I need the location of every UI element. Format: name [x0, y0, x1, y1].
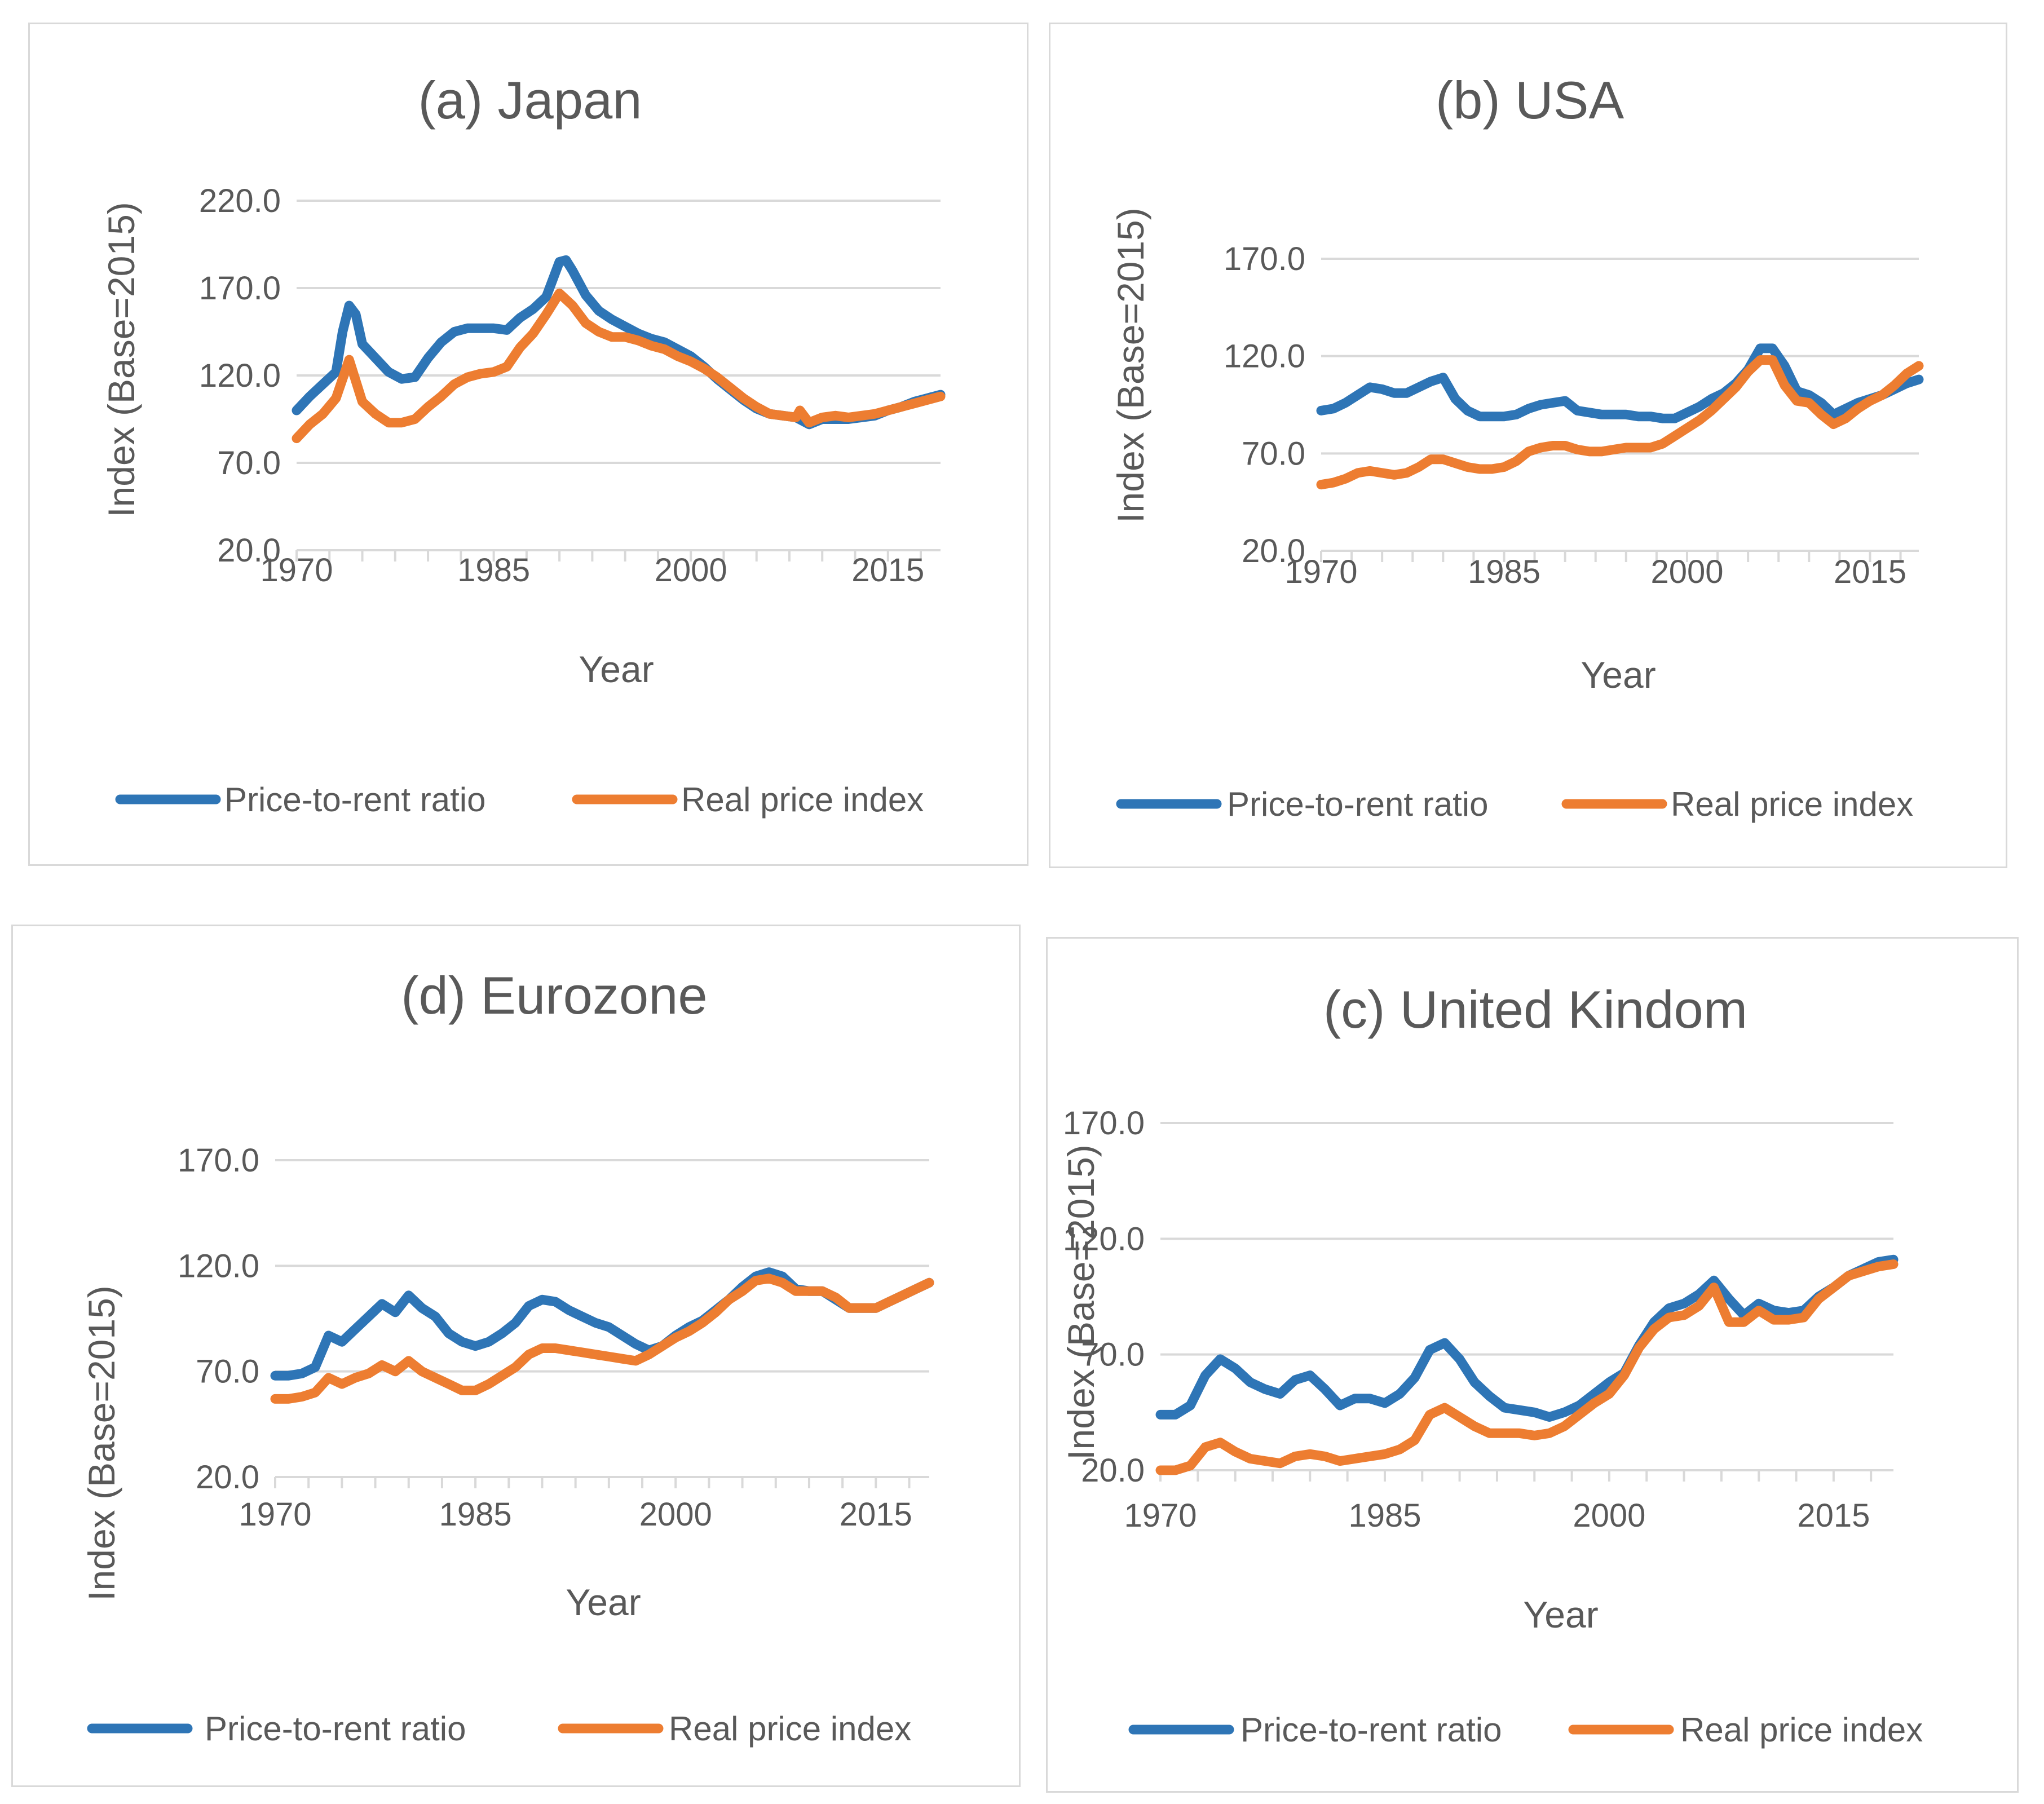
y-tick-label: 220.0 [199, 183, 281, 219]
x-tick-label: 1985 [457, 552, 530, 589]
x-tick-label: 2000 [1650, 554, 1723, 590]
y-tick-label: 170.0 [178, 1142, 259, 1179]
x-axis-label: Year [1523, 1594, 1598, 1635]
legend-label-real-price-index: Real price index [669, 1710, 911, 1748]
legend-label-real-price-index: Real price index [1671, 785, 1913, 823]
chart-panel-eurozone: (d) Eurozone 170.0 120.0 70.0 20.0 1970 1985 2… [11, 925, 1021, 1787]
series-line-price-to-rent-ratio [292, 255, 946, 430]
y-tick-label: 170.0 [1224, 241, 1305, 277]
y-tick-label: 70.0 [1242, 435, 1305, 472]
y-axis-label: Index (Base=2015) [1060, 1144, 1102, 1460]
legend-label-price-to-rent-ratio: Price-to-rent ratio [1240, 1711, 1502, 1749]
y-tick-label: 70.0 [217, 445, 281, 481]
x-axis-label: Year [1581, 654, 1655, 696]
chart-panel-japan: (a) Japan 220.0 170.0 120.0 70.0 20.0 1970 198… [28, 23, 1028, 866]
x-tick-label: 2000 [1573, 1497, 1645, 1534]
series-line-real-price-index [270, 1274, 934, 1404]
x-tick-label: 1970 [260, 552, 333, 589]
chart-panel-uk: (c) United Kindom 170.0 120.0 70.0 20.0 1970… [1046, 937, 2019, 1793]
chart-panel-usa: (b) USA 170.0 120.0 70.0 20.0 1970 1985 2000 20… [1049, 23, 2007, 868]
y-tick-label: 120.0 [178, 1248, 259, 1284]
x-tick-label: 2015 [1797, 1497, 1870, 1534]
x-tick-label: 2015 [1834, 554, 1906, 590]
legend-label-real-price-index: Real price index [1680, 1711, 1923, 1749]
chart-title: (d) Eurozone [401, 966, 707, 1025]
legend-label-price-to-rent-ratio: Price-to-rent ratio [205, 1710, 466, 1748]
series-line-price-to-rent-ratio [1155, 1254, 1899, 1422]
y-tick-label: 120.0 [1224, 338, 1305, 375]
y-tick-label: 170.0 [1063, 1105, 1145, 1142]
y-tick-label: 20.0 [196, 1459, 259, 1496]
x-tick-label: 1970 [239, 1496, 311, 1533]
legend-label-real-price-index: Real price index [681, 781, 924, 819]
series-line-real-price-index [1155, 1259, 1899, 1475]
y-tick-label: 120.0 [1063, 1221, 1145, 1257]
x-tick-label: 2000 [639, 1496, 712, 1533]
y-tick-label: 20.0 [1242, 533, 1305, 569]
legend-label-price-to-rent-ratio: Price-to-rent ratio [1227, 785, 1488, 823]
x-axis-label: Year [566, 1581, 641, 1623]
y-axis-label: Index (Base=2015) [100, 202, 142, 518]
chart-title: (a) Japan [418, 70, 642, 130]
chart-title: (b) USA [1436, 70, 1624, 130]
x-tick-label: 2015 [840, 1496, 912, 1533]
chart-united-kingdom: (c) United Kindom 170.0 120.0 70.0 20.0 1970… [1060, 980, 1923, 1749]
y-tick-label: 70.0 [1081, 1337, 1145, 1373]
x-tick-label: 1985 [1468, 554, 1540, 590]
y-tick-label: 170.0 [199, 270, 281, 307]
x-axis-label: Year [579, 648, 654, 690]
series-line-real-price-index [292, 288, 946, 444]
y-tick-label: 70.0 [196, 1354, 259, 1390]
series-line-real-price-index [1316, 355, 1924, 490]
legend-label-price-to-rent-ratio: Price-to-rent ratio [224, 781, 485, 819]
series-line-price-to-rent-ratio [1316, 343, 1924, 423]
y-tick-label: 20.0 [1081, 1452, 1145, 1489]
y-axis-label: Index (Base=2015) [1110, 207, 1151, 523]
x-tick-label: 1985 [1348, 1497, 1421, 1534]
x-tick-label: 1985 [439, 1496, 512, 1533]
y-tick-label: 20.0 [217, 532, 281, 569]
chart-title: (c) United Kindom [1323, 980, 1747, 1039]
x-tick-label: 2015 [851, 552, 924, 589]
x-tick-label: 1970 [1124, 1497, 1197, 1534]
x-tick-label: 2000 [655, 552, 727, 589]
y-axis-label: Index (Base=2015) [81, 1285, 122, 1601]
y-tick-label: 120.0 [199, 357, 281, 394]
x-tick-label: 1970 [1284, 554, 1357, 590]
